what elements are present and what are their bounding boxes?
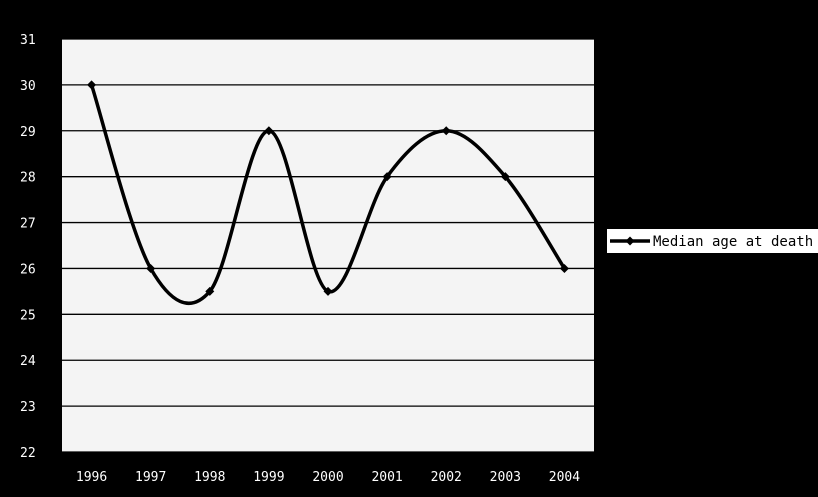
x-tick-label: 2001	[371, 470, 402, 485]
data-point-2002	[441, 126, 451, 136]
y-tick-label: 26	[20, 262, 36, 277]
y-tick-label: 29	[20, 125, 36, 140]
data-point-1998	[205, 286, 215, 296]
data-point-1997	[146, 263, 156, 273]
legend-diamond-icon	[625, 236, 635, 246]
x-axis: 1996 1997 1998 1999 2000 2001 2002 2003 2004	[76, 470, 580, 485]
legend-label: Median age at death	[653, 234, 813, 250]
x-tick-label: 2003	[490, 470, 521, 485]
y-tick-label: 30	[20, 79, 36, 94]
x-tick-label: 2004	[549, 470, 580, 485]
data-point-1996	[87, 80, 97, 90]
plot-area	[62, 39, 594, 452]
x-tick-label: 2000	[312, 470, 343, 485]
y-tick-label: 23	[20, 400, 36, 415]
data-point-2004	[559, 263, 569, 273]
data-point-2000	[323, 286, 333, 296]
y-tick-label: 28	[20, 171, 36, 186]
x-tick-label: 1997	[135, 470, 166, 485]
series-line-median-age	[89, 83, 567, 305]
y-tick-label: 31	[20, 33, 36, 48]
y-tick-label: 27	[20, 217, 36, 232]
y-axis: 22 23 24 25 26 27 28 29 30 31	[20, 33, 36, 461]
y-tick-label: 24	[20, 354, 36, 369]
y-tick-label: 25	[20, 308, 36, 323]
legend: Median age at death	[607, 229, 818, 253]
data-point-1999	[264, 126, 274, 136]
data-point-2001	[382, 172, 392, 182]
x-tick-label: 1996	[76, 470, 107, 485]
x-tick-label: 1998	[194, 470, 225, 485]
x-tick-label: 1999	[253, 470, 284, 485]
x-tick-label: 2002	[431, 470, 462, 485]
y-tick-label: 22	[20, 446, 36, 461]
data-point-2003	[500, 172, 510, 182]
series-group	[87, 80, 569, 305]
